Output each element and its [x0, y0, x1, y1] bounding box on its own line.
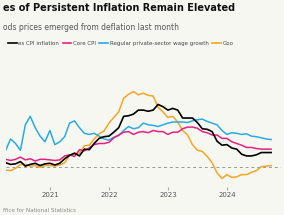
Text: ffice for National Statistics: ffice for National Statistics: [3, 208, 76, 213]
Text: es of Persistent Inflation Remain Elevated: es of Persistent Inflation Remain Elevat…: [3, 3, 235, 13]
Legend: es CPI inflation, Core CPI, Regular private-sector wage growth, Goo: es CPI inflation, Core CPI, Regular priv…: [6, 38, 236, 48]
Text: ods prices emerged from deflation last month: ods prices emerged from deflation last m…: [3, 23, 179, 32]
